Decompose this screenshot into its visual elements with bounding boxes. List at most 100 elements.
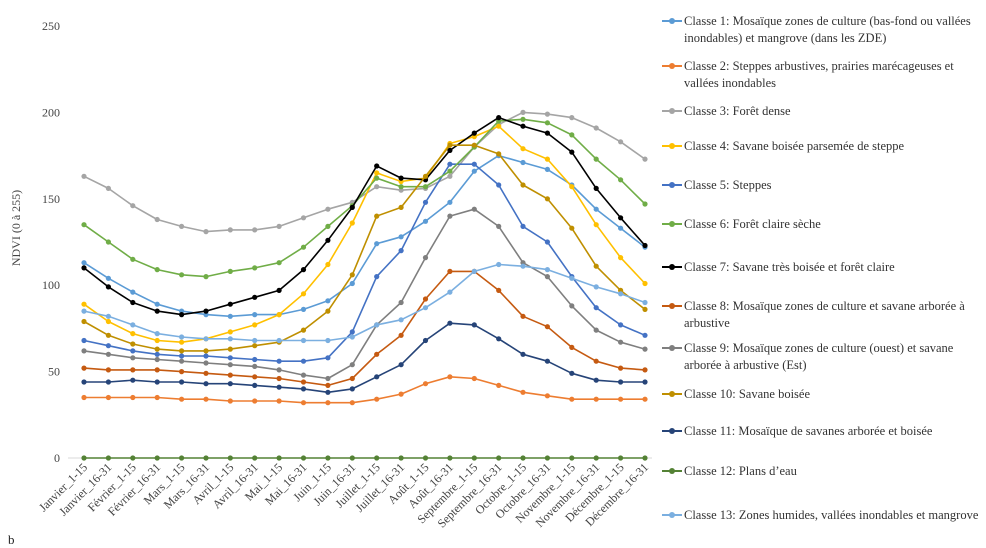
y-tick-label: 50 [48,365,60,379]
data-point [374,396,380,402]
data-point [154,351,160,357]
data-point [130,322,136,328]
legend-marker [660,508,684,522]
data-point [618,339,624,345]
data-point [252,227,258,233]
data-point [130,341,136,347]
data-point [252,356,258,363]
series-line [83,208,646,380]
data-point [179,379,185,385]
legend-marker [660,104,684,118]
legend-item: Classe 3: Forêt dense [660,103,986,120]
legend-marker [660,59,684,73]
data-point [203,229,209,235]
data-point [422,337,429,344]
data-point [422,199,429,205]
data-point [252,343,258,349]
data-point [569,225,575,231]
series-line [83,263,646,342]
data-point [374,322,380,328]
data-point [398,248,404,254]
data-point [471,206,477,212]
data-point [325,400,331,406]
data-point [179,455,185,461]
data-point [544,267,551,273]
data-point [544,358,551,364]
data-point [593,263,599,269]
legend-marker [660,341,684,355]
data-point [496,455,502,461]
data-point [130,289,136,295]
data-point [154,301,160,307]
y-axis-ticks: 0 50 100 150 200 250 [42,19,60,465]
series-line [83,111,646,233]
data-point [105,351,111,357]
legend-label: Classe 5: Steppes [684,178,772,192]
data-point [300,386,307,392]
legend-marker [660,387,684,401]
data-point [276,455,282,461]
data-point [544,111,551,117]
series-3 [81,109,648,235]
data-point [276,398,282,404]
data-point [179,369,185,375]
legend-label: Classe 7: Savane très boisée et forêt cl… [684,260,895,274]
data-point [300,244,307,250]
data-point [325,206,331,212]
data-point [447,289,453,295]
data-point [496,287,502,293]
data-point [203,455,209,461]
data-point [203,353,209,359]
data-point [349,204,355,210]
data-point [154,367,160,373]
data-point [618,396,624,402]
data-point [179,358,185,364]
data-point [252,312,258,318]
data-point [349,220,355,226]
data-point [593,455,599,461]
data-point [81,379,87,385]
data-point [154,346,160,352]
data-point [520,159,526,166]
data-point [374,213,380,219]
y-tick-label: 100 [42,278,60,292]
data-point [227,372,233,378]
data-point [349,272,355,278]
data-point [374,374,380,380]
data-point [105,379,111,385]
legend-label: Classe 9: Mosaïque zones de culture (oue… [684,341,954,372]
data-point [179,339,185,345]
data-point [227,381,233,387]
data-point [276,260,282,266]
data-point [154,216,160,223]
data-point [227,301,233,307]
data-point [398,455,404,461]
data-point [105,394,111,401]
data-point [227,336,233,342]
data-point [179,272,185,278]
data-point [252,455,258,461]
data-point [252,382,258,388]
data-point [179,396,185,402]
data-point [593,185,599,191]
legend-label: Classe 2: Steppes arbustives, prairies m… [684,59,954,90]
series-8 [81,268,648,388]
data-point [154,308,160,314]
legend-marker [660,464,684,478]
data-point [471,268,477,274]
data-point [496,123,502,129]
data-point [227,355,233,361]
legend-item: Classe 10: Savane boisée [660,386,986,403]
data-point [593,327,599,333]
legend-item: Classe 12: Plans d’eau [660,463,986,480]
data-point [520,313,526,319]
data-point [618,379,624,385]
series-line [83,270,646,387]
data-point [300,358,307,364]
data-point [520,116,526,122]
data-point [398,332,404,338]
data-point [569,455,575,461]
data-point [569,149,575,155]
data-point [520,455,526,461]
data-point [349,280,355,287]
